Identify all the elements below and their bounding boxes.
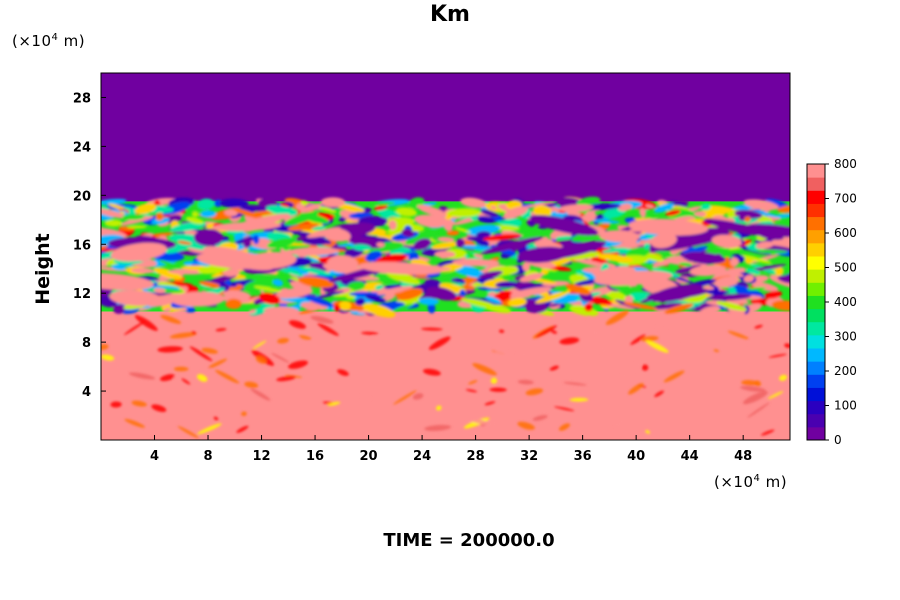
colorbar-swatch bbox=[807, 387, 825, 402]
colorbar-swatch bbox=[807, 190, 825, 204]
x-tick-label: 28 bbox=[467, 449, 485, 464]
x-tick-label: 40 bbox=[627, 449, 645, 464]
x-tick-label: 20 bbox=[360, 449, 378, 464]
y-axis-unit: (×104 m) bbox=[12, 32, 86, 50]
colorbar-swatch bbox=[807, 164, 825, 178]
x-tick-label: 44 bbox=[681, 449, 699, 464]
colorbar-swatch bbox=[807, 242, 825, 257]
x-tick-label: 8 bbox=[204, 449, 213, 464]
x-ticks: 4 8 12 16 20 24 28 32 36 40 44 48 bbox=[150, 435, 752, 464]
chart-title: Km bbox=[430, 2, 470, 27]
colorbar-swatch bbox=[807, 295, 825, 310]
colorbar-swatch bbox=[807, 308, 825, 323]
x-tick-label: 48 bbox=[734, 449, 752, 464]
colorbar-swatch bbox=[807, 413, 825, 428]
y-tick-label: 8 bbox=[82, 336, 91, 351]
colorbar-swatch bbox=[807, 269, 825, 283]
upper-layer bbox=[101, 73, 790, 202]
y-tick-label: 20 bbox=[73, 189, 91, 204]
x-tick-label: 4 bbox=[150, 449, 159, 464]
time-label: TIME = 200000.0 bbox=[383, 530, 555, 551]
colorbar-tick-label: 300 bbox=[834, 330, 857, 344]
colorbar-swatch bbox=[807, 216, 825, 231]
colorbar-swatch bbox=[807, 334, 825, 349]
y-tick-label: 24 bbox=[73, 140, 91, 155]
colorbar-swatch bbox=[807, 177, 825, 191]
colorbar-swatch bbox=[807, 426, 825, 441]
colorbar-swatch bbox=[807, 256, 825, 270]
colorbar-tick-label: 700 bbox=[834, 192, 857, 206]
colorbar-tick-label: 200 bbox=[834, 364, 857, 378]
x-axis-unit: (×104 m) bbox=[714, 473, 788, 491]
colorbar: 0 100 200 300 400 500 600 700 800 bbox=[806, 157, 857, 447]
y-tick-label: 12 bbox=[73, 287, 91, 302]
x-tick-label: 16 bbox=[306, 449, 324, 464]
colorbar-swatch bbox=[807, 400, 825, 415]
colorbar-tick-label: 100 bbox=[834, 399, 857, 413]
lower-streaks bbox=[101, 310, 790, 439]
colorbar-swatch bbox=[807, 203, 825, 218]
colorbar-swatch bbox=[807, 282, 825, 296]
colorbar-swatch bbox=[807, 229, 825, 244]
y-ticks: 4 8 12 16 20 24 28 bbox=[73, 91, 106, 400]
colorbar-swatch bbox=[807, 321, 825, 336]
colorbar-swatch bbox=[807, 361, 825, 375]
y-tick-label: 16 bbox=[73, 238, 91, 253]
colorbar-tick-label: 800 bbox=[834, 157, 857, 171]
colorbar-tick-label: 600 bbox=[834, 226, 857, 240]
y-tick-label: 28 bbox=[73, 91, 91, 106]
x-tick-label: 24 bbox=[413, 449, 431, 464]
plot-frame bbox=[100, 72, 791, 441]
plot-area bbox=[101, 73, 790, 440]
colorbar-tick-label: 0 bbox=[834, 433, 842, 447]
x-tick-label: 12 bbox=[252, 449, 270, 464]
x-tick-label: 36 bbox=[574, 449, 592, 464]
colorbar-swatch bbox=[807, 348, 825, 362]
turbulence-texture bbox=[101, 196, 790, 318]
y-tick-label: 4 bbox=[82, 385, 91, 400]
colorbar-swatch bbox=[807, 374, 825, 388]
x-tick-label: 32 bbox=[520, 449, 538, 464]
colorbar-tick-label: 400 bbox=[834, 295, 857, 309]
colorbar-tick-label: 500 bbox=[834, 261, 857, 275]
